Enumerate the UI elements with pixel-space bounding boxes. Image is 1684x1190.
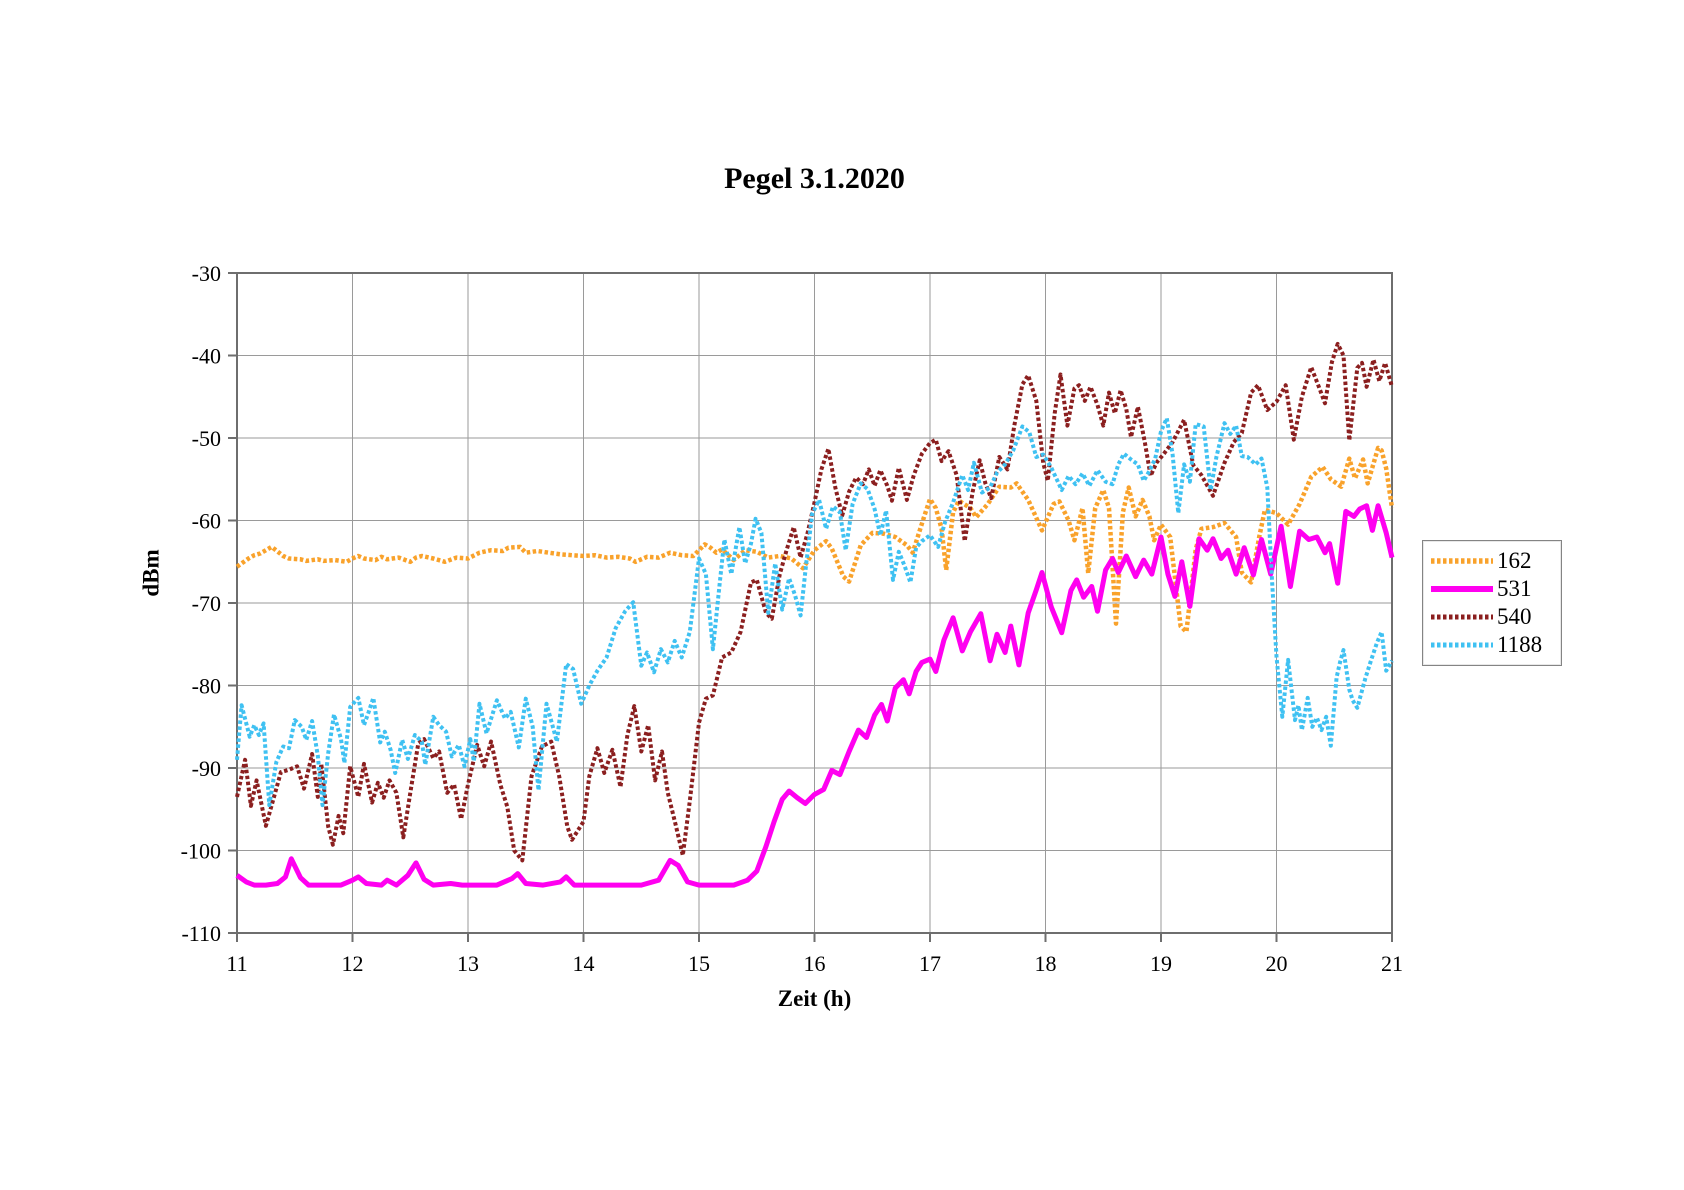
legend-line-sample [1431, 558, 1493, 564]
legend-line-sample [1431, 642, 1493, 648]
legend-label: 1188 [1497, 632, 1543, 657]
series-1188 [235, 416, 1394, 808]
series-540 [235, 341, 1394, 863]
y-tick-label: -80 [192, 674, 221, 699]
legend-line-sample [1431, 586, 1493, 592]
legend: 162 531 540 1188 [1422, 540, 1562, 666]
x-tick-label: 15 [688, 951, 710, 976]
x-tick-label: 12 [342, 951, 364, 976]
y-tick-label: -110 [181, 921, 221, 946]
legend-line-sample [1431, 614, 1493, 620]
legend-label: 531 [1497, 576, 1532, 601]
x-tick-label: 21 [1381, 951, 1403, 976]
x-tick-label: 18 [1035, 951, 1057, 976]
x-tick-label: 17 [919, 951, 941, 976]
x-axis-label: Zeit (h) [777, 986, 852, 1011]
series-162 [235, 445, 1395, 635]
legend-label: 540 [1497, 604, 1532, 629]
x-tick-label: 19 [1150, 951, 1172, 976]
y-tick-label: -60 [192, 509, 221, 534]
legend-label: 162 [1497, 548, 1532, 573]
legend-item-531: 531 [1429, 575, 1561, 603]
y-tick-label: -30 [192, 261, 221, 286]
y-tick-label: -70 [192, 591, 221, 616]
x-tick-label: 16 [804, 951, 826, 976]
y-tick-label: -90 [192, 756, 221, 781]
x-tick-label: 13 [457, 951, 479, 976]
y-tick-label: -50 [192, 426, 221, 451]
chart-title: Pegel 3.1.2020 [724, 162, 905, 195]
x-tick-label: 20 [1266, 951, 1288, 976]
y-tick-label: -40 [192, 344, 221, 369]
legend-item-540: 540 [1429, 603, 1561, 631]
series-531 [235, 503, 1395, 888]
y-tick-label: -100 [181, 839, 221, 864]
legend-item-1188: 1188 [1429, 631, 1561, 659]
x-tick-label: 11 [226, 951, 247, 976]
x-tick-label: 14 [573, 951, 595, 976]
legend-item-162: 162 [1429, 547, 1561, 575]
